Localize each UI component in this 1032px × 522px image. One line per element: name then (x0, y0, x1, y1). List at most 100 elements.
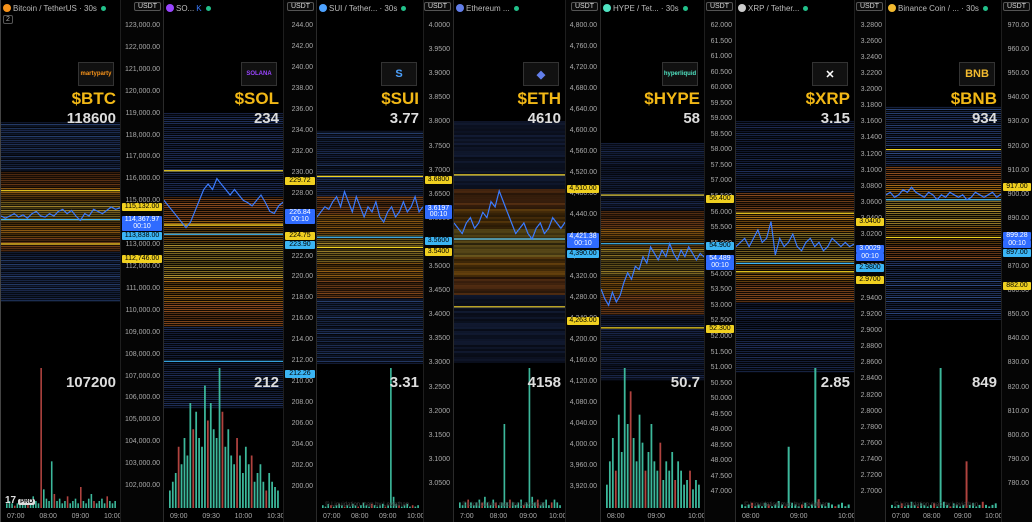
chart-header[interactable]: Binance Coin / ... · 30s (888, 2, 988, 14)
heat-band (454, 239, 567, 240)
heat-band (454, 259, 567, 260)
price-tick-label: 50.000 (711, 395, 732, 402)
chart-plot-area[interactable]: SO... K SOLANA $SOL 234 212 09:00 09:30 10:00 10:… (164, 0, 285, 522)
heat-band (1, 298, 122, 299)
chart-plot-area[interactable]: Binance Coin / ... · 30s BNB $BNB 934 849 07:… (886, 0, 1003, 522)
chart-header[interactable]: SUI / Tether... · 30s (319, 2, 406, 14)
time-axis-label: 08:00 (923, 513, 941, 520)
heat-band (317, 179, 425, 180)
heat-band (317, 165, 425, 166)
price-axis[interactable]: USDT 3.2800 3.2600 3.2400 3.2200 3.2000 3.1800… (854, 0, 885, 522)
heat-band (736, 169, 856, 170)
price-axis[interactable]: USDT 4,800.00 4,760.00 4,720.00 4,680.00 4,64… (565, 0, 600, 522)
chart-panel-xrp[interactable]: XRP / Tether... ✕ $XRP 3.15 2.85 08:00 09:00 10… (735, 0, 885, 522)
volume-bar (627, 424, 629, 508)
heat-band (601, 305, 706, 306)
heat-band (601, 343, 706, 344)
price-axis[interactable]: USDT 244.00 242.00 240.00 238.00 236.00 234.00… (283, 0, 316, 522)
heat-band (601, 297, 706, 298)
heat-band (317, 195, 425, 196)
chart-plot-area[interactable]: HYPE / Tet... · 30s hyperliquid $HYPE 58 50.… (601, 0, 706, 522)
heat-band (886, 155, 1003, 156)
heat-band (886, 269, 1003, 270)
chart-plot-area[interactable]: XRP / Tether... ✕ $XRP 3.15 2.85 08:00 09:00 10… (736, 0, 856, 522)
heat-band (601, 261, 706, 262)
chart-panel-bnb[interactable]: Binance Coin / ... · 30s BNB $BNB 934 849 07:… (885, 0, 1032, 522)
time-axis-label: 08:00 (490, 513, 508, 520)
heat-band (1, 150, 122, 151)
time-axis-label: 09:00 (379, 513, 397, 520)
chart-panel-eth[interactable]: Ethereum ... ◆ $ETH 4610 4158 7:00 08:00 09:00 1… (453, 0, 600, 522)
currency-selector[interactable]: USDT (571, 2, 598, 11)
heat-band (317, 333, 425, 334)
chart-title[interactable]: SO... (176, 4, 194, 13)
volume-bar (633, 438, 635, 508)
heat-band (886, 169, 1003, 170)
heat-band (164, 291, 285, 292)
heat-band (164, 175, 285, 176)
heat-band (886, 161, 1003, 162)
heat-band (454, 243, 567, 244)
volume-bar (814, 368, 816, 508)
chart-title[interactable]: HYPE / Tet... · 30s (613, 4, 679, 13)
exchange-icon: K (196, 4, 201, 13)
heat-band (736, 333, 856, 334)
chart-title[interactable]: Binance Coin / ... · 30s (898, 4, 979, 13)
price-tick-label: 55.500 (711, 224, 732, 231)
chart-panel-hype[interactable]: HYPE / Tet... · 30s hyperliquid $HYPE 58 50.… (600, 0, 735, 522)
chart-header[interactable]: SO... K (166, 2, 211, 14)
currency-selector[interactable]: USDT (134, 2, 161, 11)
time-axis-label: 08:00 (39, 513, 57, 520)
chart-panel-btc[interactable]: Bitcoin / TetherUS · 30s 2 martyparty $BTC 1… (0, 0, 163, 522)
heat-band (601, 203, 706, 204)
layout-toggle-button[interactable]: 2 (3, 15, 13, 24)
currency-selector[interactable]: USDT (1003, 2, 1030, 11)
price-tick-label: 230.00 (292, 169, 313, 176)
heat-band (454, 345, 567, 346)
chart-title[interactable]: Ethereum ... (466, 4, 510, 13)
price-tick-label: 58.000 (711, 146, 732, 153)
chart-header[interactable]: Ethereum ... (456, 2, 519, 14)
chart-header[interactable]: Bitcoin / TetherUS · 30s (3, 2, 106, 14)
price-axis[interactable]: USDT 123,000.00 122,000.00 121,000.00 120,00… (120, 0, 163, 522)
chart-header[interactable]: HYPE / Tet... · 30s (603, 2, 688, 14)
heat-band (164, 239, 285, 240)
volume-bar (99, 501, 101, 508)
price-axis[interactable]: USDT 4.0000 3.9500 3.9000 3.8500 3.8000 3.7500… (423, 0, 453, 522)
price-tick-label: 4,760.00 (570, 43, 597, 50)
chart-title[interactable]: SUI / Tether... · 30s (329, 4, 397, 13)
volume-bar (692, 489, 694, 508)
price-axis[interactable]: USDT 62.000 61.500 61.000 60.500 60.000 59.500… (704, 0, 735, 522)
chart-panel-sui[interactable]: SUI / Tether... · 30s S $SUI 3.77 3.31 07:00 0… (316, 0, 453, 522)
chart-plot-area[interactable]: Ethereum ... ◆ $ETH 4610 4158 7:00 08:00 09:00 1… (454, 0, 567, 522)
heat-band (454, 291, 567, 292)
chart-plot-area[interactable]: Bitcoin / TetherUS · 30s 2 martyparty $BTC 1… (1, 0, 122, 522)
price-tick-label: 51.500 (711, 349, 732, 356)
currency-selector[interactable]: USDT (287, 2, 314, 11)
chart-title[interactable]: XRP / Tether... (748, 4, 799, 13)
price-axis[interactable]: USDT 970.00 960.00 950.00 940.00 930.00 920.00… (1001, 0, 1032, 522)
heat-band (736, 335, 856, 336)
heat-band (317, 309, 425, 310)
chart-plot-area[interactable]: SUI / Tether... · 30s S $SUI 3.77 3.31 07:00 0… (317, 0, 425, 522)
price-tag: 3.6800 (425, 176, 452, 184)
chart-title[interactable]: Bitcoin / TetherUS · 30s (13, 4, 97, 13)
heat-band (601, 307, 706, 308)
volume-bar (412, 505, 414, 508)
heat-band (317, 359, 425, 360)
heat-band (601, 319, 706, 320)
watermark-text: © Liquidation map by Leviathan (325, 502, 409, 508)
heat-band (317, 339, 425, 340)
price-tick-label: 220.00 (292, 273, 313, 280)
heat-band (601, 231, 706, 232)
heat-band (317, 321, 425, 322)
chart-header[interactable]: XRP / Tether... (738, 2, 808, 14)
price-tag: 4,510.00 (567, 185, 599, 193)
heat-band (164, 313, 285, 314)
currency-selector[interactable]: USDT (856, 2, 883, 11)
price-tag: 00:10 (706, 262, 734, 270)
currency-selector[interactable]: USDT (706, 2, 733, 11)
heat-band (164, 355, 285, 356)
currency-selector[interactable]: USDT (424, 2, 451, 11)
chart-panel-sol[interactable]: SO... K SOLANA $SOL 234 212 09:00 09:30 10:00 10:… (163, 0, 316, 522)
